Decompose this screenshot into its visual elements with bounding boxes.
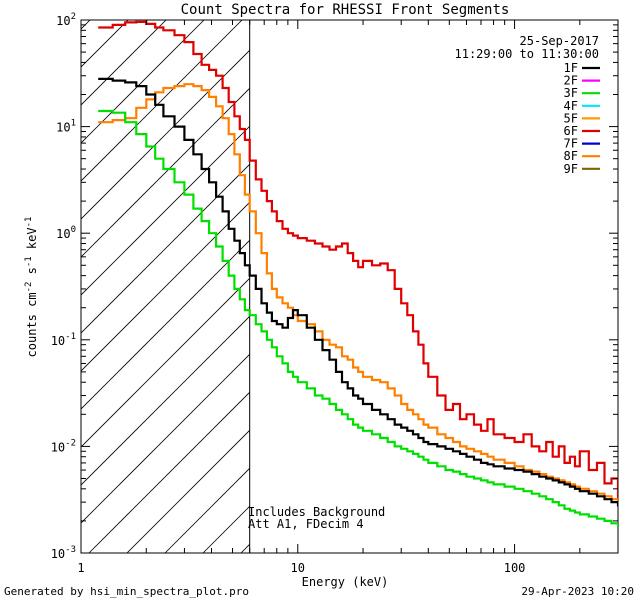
legend-label-7F: 7F bbox=[564, 137, 578, 151]
generated-by-footer: Generated by hsi_min_spectra_plot.pro bbox=[4, 585, 249, 598]
y-tick-label: 10-1 bbox=[51, 332, 76, 348]
y-tick-label: 101 bbox=[56, 119, 76, 135]
series-3F bbox=[98, 109, 618, 527]
hatch-line bbox=[81, 49, 250, 220]
hatch-line bbox=[431, 0, 640, 553]
y-tick-label: 10-3 bbox=[51, 545, 76, 561]
y-label-part-1: -2 bbox=[24, 282, 34, 293]
series-layer bbox=[98, 20, 618, 527]
y-tick-label: 10-2 bbox=[51, 438, 76, 454]
y-label-part-5: -1 bbox=[24, 217, 34, 228]
date-label: 25-Sep-2017 bbox=[520, 34, 599, 48]
y-tick-label: 100 bbox=[56, 225, 76, 241]
y-tick-label: 102 bbox=[56, 12, 76, 28]
hatch-line bbox=[81, 277, 250, 448]
x-tick-label: 1 bbox=[77, 561, 84, 575]
hatch-line bbox=[81, 315, 250, 486]
annotation-background: Includes Background bbox=[248, 505, 385, 519]
x-axis-label: Energy (keV) bbox=[302, 575, 389, 589]
y-axis-label: counts cm-2 s-1 keV-1 bbox=[24, 217, 39, 358]
legend-label-4F: 4F bbox=[564, 99, 578, 113]
series-8F bbox=[98, 83, 618, 504]
series-6F bbox=[98, 20, 618, 504]
timestamp-footer: 29-Apr-2023 10:20 bbox=[521, 585, 634, 598]
hatch-line bbox=[81, 20, 129, 68]
time-range-label: 11:29:00 to 11:30:00 bbox=[455, 47, 600, 61]
legend-label-6F: 6F bbox=[564, 124, 578, 138]
x-tick-label: 10 bbox=[291, 561, 305, 575]
hatch-line bbox=[81, 201, 250, 372]
attenuator-hatch-region bbox=[0, 0, 640, 553]
hatch-line bbox=[0, 0, 119, 553]
hatch-lines bbox=[0, 0, 640, 553]
plot-frame bbox=[80, 19, 619, 554]
y-label-part-3: -1 bbox=[24, 256, 34, 267]
y-axis: 10-3 10-2 10-1 100 101 102 bbox=[51, 12, 618, 561]
legend-label-1F: 1F bbox=[564, 61, 578, 75]
hatch-line bbox=[81, 163, 250, 334]
x-tick-label: 100 bbox=[504, 561, 526, 575]
hatch-line bbox=[279, 0, 640, 553]
hatch-line bbox=[0, 0, 81, 553]
hatch-line bbox=[81, 239, 250, 410]
y-label-part-4: keV bbox=[25, 227, 39, 256]
y-label-part-2: s bbox=[25, 267, 39, 281]
hatch-line bbox=[126, 429, 250, 553]
annotation-attenuator: Att A1, FDecim 4 bbox=[248, 517, 364, 531]
hatch-line bbox=[88, 391, 250, 553]
hatch-line bbox=[81, 20, 167, 106]
hatch-line bbox=[240, 543, 250, 553]
series-1F bbox=[98, 77, 618, 507]
chart-title: Count Spectra for RHESSI Front Segments bbox=[181, 2, 510, 18]
hatch-line bbox=[81, 20, 205, 144]
legend-label-2F: 2F bbox=[564, 74, 578, 88]
hatch-line bbox=[81, 87, 250, 258]
hatch-line bbox=[81, 125, 250, 296]
hatch-line bbox=[81, 20, 243, 182]
legend-label-5F: 5F bbox=[564, 111, 578, 125]
legend-label-9F: 9F bbox=[564, 162, 578, 176]
x-axis: 1 10 100 bbox=[77, 20, 619, 575]
y-label-part-0: counts cm bbox=[25, 292, 39, 357]
legend-label-3F: 3F bbox=[564, 86, 578, 100]
legend-label-8F: 8F bbox=[564, 149, 578, 163]
hatch-line bbox=[81, 353, 250, 524]
